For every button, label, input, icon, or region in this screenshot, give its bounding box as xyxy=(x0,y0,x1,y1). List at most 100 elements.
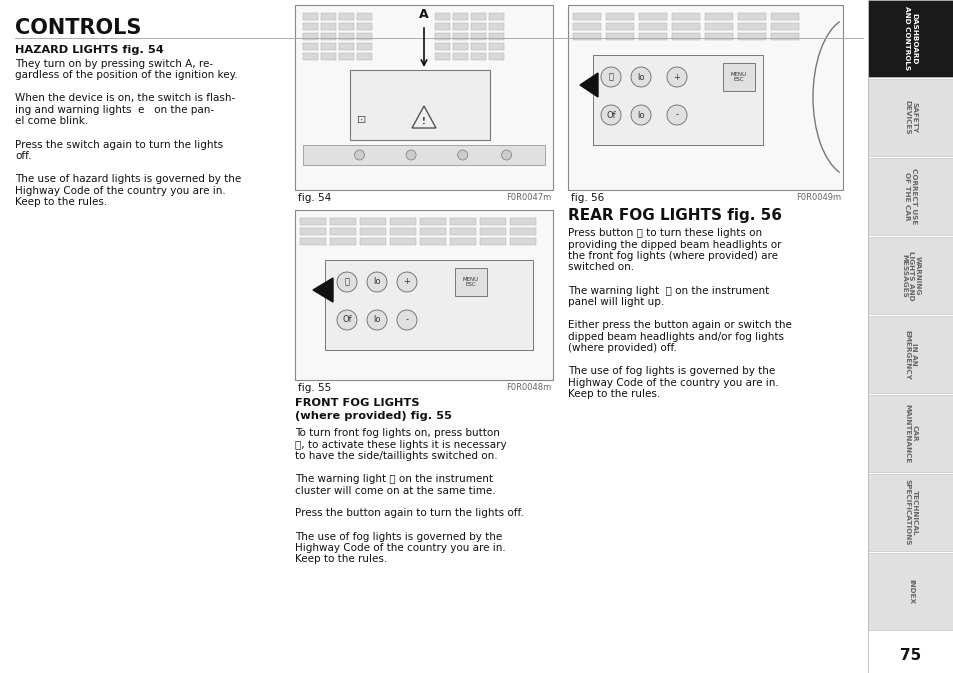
Circle shape xyxy=(367,272,387,292)
Bar xyxy=(338,43,354,50)
Text: fig. 56: fig. 56 xyxy=(571,193,603,203)
Bar xyxy=(867,474,953,551)
Bar xyxy=(479,218,505,225)
Text: When the device is on, the switch is flash-: When the device is on, the switch is fla… xyxy=(15,94,235,104)
Circle shape xyxy=(501,150,511,160)
Circle shape xyxy=(336,310,356,330)
Text: CONTROLS: CONTROLS xyxy=(15,18,141,38)
Bar xyxy=(867,553,953,630)
Text: (where provided) off.: (where provided) off. xyxy=(567,343,677,353)
Text: IN AN
EMERGENCY: IN AN EMERGENCY xyxy=(903,330,917,380)
Circle shape xyxy=(457,150,467,160)
Bar xyxy=(419,228,446,235)
Circle shape xyxy=(396,310,416,330)
Circle shape xyxy=(630,67,650,87)
Text: (where provided) fig. 55: (where provided) fig. 55 xyxy=(294,411,452,421)
Text: the front fog lights (where provided) are: the front fog lights (where provided) ar… xyxy=(567,251,778,261)
Text: ⫰: ⫰ xyxy=(344,277,349,287)
Bar xyxy=(770,13,799,20)
Bar xyxy=(330,238,355,245)
Bar xyxy=(338,13,354,20)
Text: They turn on by pressing switch A, re-: They turn on by pressing switch A, re- xyxy=(15,59,213,69)
Text: off.: off. xyxy=(15,151,31,161)
Bar xyxy=(471,43,485,50)
Text: fig. 55: fig. 55 xyxy=(297,383,331,393)
Bar xyxy=(770,33,799,40)
Bar xyxy=(419,218,446,225)
Bar xyxy=(325,260,533,350)
Bar xyxy=(605,23,634,30)
Text: Press the switch again to turn the lights: Press the switch again to turn the light… xyxy=(15,139,223,149)
Bar xyxy=(435,33,450,40)
Bar xyxy=(489,23,503,30)
Bar xyxy=(738,33,765,40)
Bar xyxy=(453,13,468,20)
Bar xyxy=(471,33,485,40)
Text: Keep to the rules.: Keep to the rules. xyxy=(294,555,387,565)
Bar xyxy=(867,79,953,156)
Polygon shape xyxy=(412,106,436,128)
Bar xyxy=(320,33,335,40)
Bar xyxy=(450,238,476,245)
Bar xyxy=(453,23,468,30)
Bar xyxy=(867,158,953,235)
Bar xyxy=(303,23,317,30)
Polygon shape xyxy=(579,73,598,97)
Text: MENU
ESC: MENU ESC xyxy=(462,277,478,287)
Bar xyxy=(453,33,468,40)
Text: el come blink.: el come blink. xyxy=(15,116,89,127)
Bar xyxy=(338,33,354,40)
Bar xyxy=(320,53,335,60)
Text: To turn front fog lights on, press button: To turn front fog lights on, press butto… xyxy=(294,428,499,438)
Bar xyxy=(320,13,335,20)
Bar xyxy=(435,43,450,50)
Bar xyxy=(303,43,317,50)
Bar xyxy=(639,23,666,30)
Bar xyxy=(489,53,503,60)
Bar xyxy=(639,13,666,20)
Circle shape xyxy=(396,272,416,292)
Bar xyxy=(330,228,355,235)
Text: +: + xyxy=(403,277,410,287)
Text: INDEX: INDEX xyxy=(907,579,913,604)
Circle shape xyxy=(666,105,686,125)
Text: Highway Code of the country you are in.: Highway Code of the country you are in. xyxy=(567,378,778,388)
Text: The use of fog lights is governed by the: The use of fog lights is governed by the xyxy=(567,366,775,376)
Text: Press the button again to turn the lights off.: Press the button again to turn the light… xyxy=(294,509,523,518)
Text: Highway Code of the country you are in.: Highway Code of the country you are in. xyxy=(294,543,505,553)
Bar xyxy=(722,63,754,91)
Bar xyxy=(671,13,700,20)
Text: !: ! xyxy=(421,116,425,125)
Text: Keep to the rules.: Keep to the rules. xyxy=(15,197,107,207)
Bar xyxy=(455,268,486,296)
Bar xyxy=(294,5,553,190)
Bar xyxy=(453,43,468,50)
Bar xyxy=(435,13,450,20)
Bar xyxy=(567,5,842,190)
Bar xyxy=(867,237,953,314)
Text: F0R0047m: F0R0047m xyxy=(505,193,551,202)
Text: lo: lo xyxy=(637,73,644,81)
Text: Press button ⫰ to turn these lights on: Press button ⫰ to turn these lights on xyxy=(567,228,761,238)
Text: 75: 75 xyxy=(900,647,921,662)
Bar xyxy=(390,228,416,235)
Text: gardless of the position of the ignition key.: gardless of the position of the ignition… xyxy=(15,71,237,81)
Text: fig. 54: fig. 54 xyxy=(297,193,331,203)
Bar xyxy=(573,23,600,30)
Bar xyxy=(356,13,372,20)
Bar xyxy=(356,33,372,40)
Bar xyxy=(390,218,416,225)
Bar xyxy=(471,53,485,60)
Bar xyxy=(671,23,700,30)
Circle shape xyxy=(336,272,356,292)
Bar xyxy=(338,23,354,30)
Circle shape xyxy=(355,150,364,160)
Text: ing and warning lights  e   on the pan-: ing and warning lights e on the pan- xyxy=(15,105,213,115)
Bar xyxy=(605,33,634,40)
Bar xyxy=(356,53,372,60)
Bar xyxy=(330,218,355,225)
Text: Either press the button again or switch the: Either press the button again or switch … xyxy=(567,320,791,330)
Text: The warning light ⫰ on the instrument: The warning light ⫰ on the instrument xyxy=(294,474,493,484)
Bar xyxy=(738,13,765,20)
Text: ⊡: ⊡ xyxy=(357,115,366,125)
